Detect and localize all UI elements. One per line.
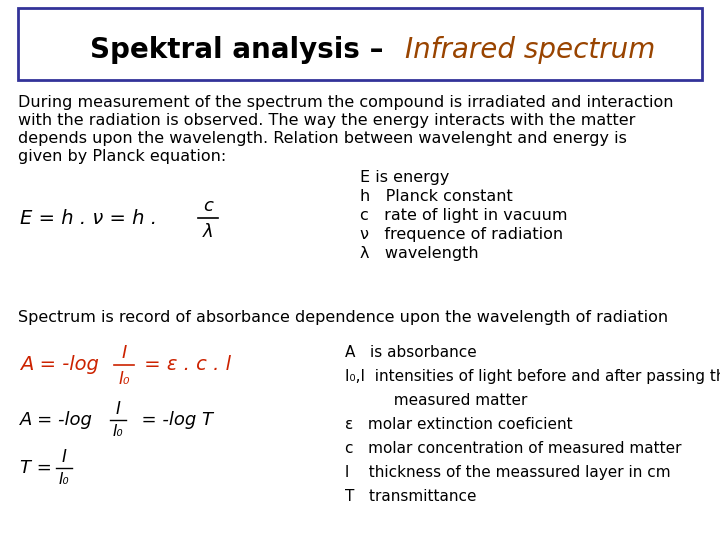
Text: I₀: I₀ — [118, 370, 130, 388]
Text: Infrared spectrum: Infrared spectrum — [405, 36, 655, 64]
Text: ν   frequence of radiation: ν frequence of radiation — [360, 227, 563, 242]
Text: E = h . ν = h .: E = h . ν = h . — [20, 208, 157, 227]
Text: ε   molar extinction coeficient: ε molar extinction coeficient — [345, 417, 572, 432]
Text: I₀: I₀ — [113, 424, 123, 440]
Text: c   molar concentration of measured matter: c molar concentration of measured matter — [345, 441, 682, 456]
Text: I: I — [122, 344, 127, 362]
Text: I₀,I  intensities of light before and after passing the: I₀,I intensities of light before and aft… — [345, 369, 720, 384]
Text: measured matter: measured matter — [345, 393, 527, 408]
FancyBboxPatch shape — [18, 8, 702, 80]
Text: I: I — [116, 400, 120, 418]
Text: c   rate of light in vacuum: c rate of light in vacuum — [360, 208, 567, 223]
Text: λ: λ — [203, 223, 213, 241]
Text: –: – — [360, 36, 393, 64]
Text: c: c — [203, 197, 213, 215]
Text: given by Planck equation:: given by Planck equation: — [18, 149, 226, 164]
Text: Spectrum is record of absorbance dependence upon the wavelength of radiation: Spectrum is record of absorbance depende… — [18, 310, 668, 325]
Text: T   transmittance: T transmittance — [345, 489, 477, 504]
Text: T =: T = — [20, 459, 52, 477]
Text: = ε . c . l: = ε . c . l — [138, 355, 231, 375]
Text: E is energy: E is energy — [360, 170, 449, 185]
Text: with the radiation is observed. The way the energy interacts with the matter: with the radiation is observed. The way … — [18, 113, 635, 128]
Text: A = -log: A = -log — [20, 355, 99, 375]
Text: During measurement of the spectrum the compound is irradiated and interaction: During measurement of the spectrum the c… — [18, 95, 673, 110]
Text: I: I — [62, 448, 66, 466]
Text: A   is absorbance: A is absorbance — [345, 345, 477, 360]
Text: h   Planck constant: h Planck constant — [360, 189, 513, 204]
Text: = -log T: = -log T — [130, 411, 213, 429]
Text: Spektral analysis: Spektral analysis — [90, 36, 360, 64]
Text: λ   wavelength: λ wavelength — [360, 246, 479, 261]
Text: I₀: I₀ — [59, 472, 69, 488]
Text: l    thickness of the meassured layer in cm: l thickness of the meassured layer in cm — [345, 465, 670, 480]
Text: depends upon the wavelength. Relation between wavelenght and energy is: depends upon the wavelength. Relation be… — [18, 131, 627, 146]
Text: A = -log: A = -log — [20, 411, 93, 429]
